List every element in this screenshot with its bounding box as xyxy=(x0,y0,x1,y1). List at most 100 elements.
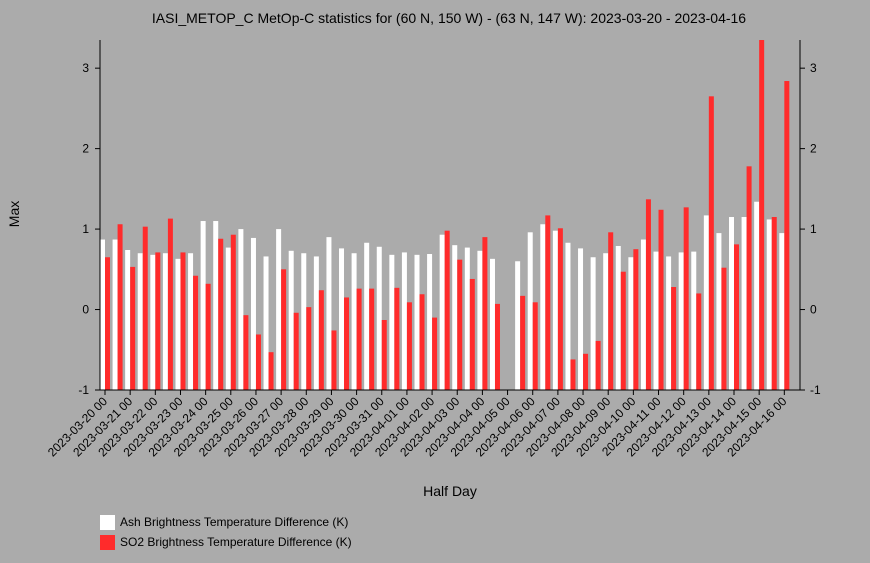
so2-bar xyxy=(255,334,261,390)
so2-bar xyxy=(734,244,739,390)
ash-bar xyxy=(527,232,533,390)
ash-bar xyxy=(339,248,345,390)
ash-bar xyxy=(603,253,609,390)
ash-bar xyxy=(213,221,219,390)
ash-bar xyxy=(351,253,357,390)
so2-bar xyxy=(419,294,425,390)
ash-bar xyxy=(112,239,118,390)
so2-bar xyxy=(205,283,211,390)
so2-bar xyxy=(130,266,136,390)
legend-item-ash: Ash Brightness Temperature Difference (K… xyxy=(100,512,352,532)
ash-bar xyxy=(150,254,156,390)
ash-bar xyxy=(716,233,722,390)
so2-bar xyxy=(218,238,224,390)
so2-bar xyxy=(608,232,614,390)
ash-bar xyxy=(188,253,194,390)
so2-bar xyxy=(331,330,337,390)
ash-bar xyxy=(464,247,470,390)
so2-bar xyxy=(432,317,438,390)
ash-bar xyxy=(590,257,596,390)
so2-bar xyxy=(293,312,299,390)
so2-bar xyxy=(369,288,375,390)
ash-bar xyxy=(301,253,307,390)
y-tick-label-right: 3 xyxy=(810,61,817,75)
so2-bar xyxy=(243,315,249,390)
ash-bar xyxy=(313,256,319,390)
so2-bar xyxy=(457,259,463,390)
so2-bar xyxy=(230,234,236,390)
ash-bar xyxy=(439,234,445,390)
so2-bar xyxy=(671,287,677,390)
ash-bar xyxy=(250,237,256,390)
so2-bar xyxy=(620,271,626,390)
ash-bar xyxy=(741,217,747,390)
ash-bar xyxy=(703,215,709,390)
so2-bar xyxy=(306,307,312,390)
ash-bar xyxy=(225,247,231,390)
ash-bar xyxy=(125,250,131,390)
ash-bar xyxy=(452,245,458,390)
so2-bar xyxy=(406,302,412,390)
chart-title: IASI_METOP_C MetOp-C statistics for (60 … xyxy=(152,10,746,26)
ash-bar xyxy=(100,239,105,390)
so2-bar xyxy=(155,252,161,390)
ash-bar xyxy=(376,246,382,390)
ash-bar xyxy=(326,237,332,390)
so2-bar xyxy=(167,218,173,390)
ash-bar xyxy=(653,251,659,390)
so2-bar xyxy=(520,295,526,390)
ash-bar xyxy=(766,219,772,390)
ash-bar xyxy=(489,258,495,390)
y-ticks-group: -1 -1 0 0 1 1 2 2 3 3 xyxy=(78,61,821,397)
ash-bar xyxy=(691,251,697,390)
ash-bar xyxy=(779,233,785,390)
so2-bar xyxy=(394,287,400,390)
ash-bar xyxy=(666,256,672,390)
so2-bar xyxy=(268,352,274,390)
y-tick-label-left: 2 xyxy=(82,142,89,156)
ash-bar xyxy=(276,229,282,390)
so2-bar xyxy=(633,249,639,390)
legend-label-ash: Ash Brightness Temperature Difference (K… xyxy=(120,515,349,529)
bars-group xyxy=(100,40,790,390)
ash-bar xyxy=(578,248,584,390)
ash-bar xyxy=(175,258,181,390)
ash-bar xyxy=(565,242,571,390)
legend: Ash Brightness Temperature Difference (K… xyxy=(100,512,352,552)
ash-bar xyxy=(401,252,407,390)
y-tick-label-left: 1 xyxy=(82,222,89,236)
y-tick-label-right: -1 xyxy=(810,383,821,397)
so2-bar xyxy=(696,293,702,390)
y-tick-label-right: 0 xyxy=(810,303,817,317)
legend-swatch-ash xyxy=(100,514,115,530)
ash-bar xyxy=(615,245,621,390)
so2-bar xyxy=(583,353,589,390)
so2-bar xyxy=(771,217,777,390)
y-tick-label-left: 3 xyxy=(82,61,89,75)
so2-bar xyxy=(494,303,500,390)
ash-bar xyxy=(477,250,483,390)
ash-bar xyxy=(540,224,546,390)
ash-bar xyxy=(414,254,420,390)
so2-bar xyxy=(444,230,450,390)
so2-bar xyxy=(721,267,727,390)
so2-bar xyxy=(658,209,664,390)
so2-bar xyxy=(356,288,362,390)
ash-bar xyxy=(200,221,206,390)
so2-bar xyxy=(746,166,752,390)
ash-bar xyxy=(162,253,168,390)
so2-bar xyxy=(469,278,475,390)
ash-bar xyxy=(288,250,294,390)
ash-bar xyxy=(263,256,269,390)
ash-bar xyxy=(754,201,760,390)
ash-bar xyxy=(552,230,558,390)
ash-bar xyxy=(729,217,734,390)
legend-label-so2: SO2 Brightness Temperature Difference (K… xyxy=(120,535,352,549)
ash-bar xyxy=(515,261,521,390)
ash-bar xyxy=(389,254,395,390)
y-tick-label-right: 2 xyxy=(810,142,817,156)
ash-bar xyxy=(640,239,646,390)
so2-bar xyxy=(142,226,148,390)
ash-bar xyxy=(137,253,143,390)
